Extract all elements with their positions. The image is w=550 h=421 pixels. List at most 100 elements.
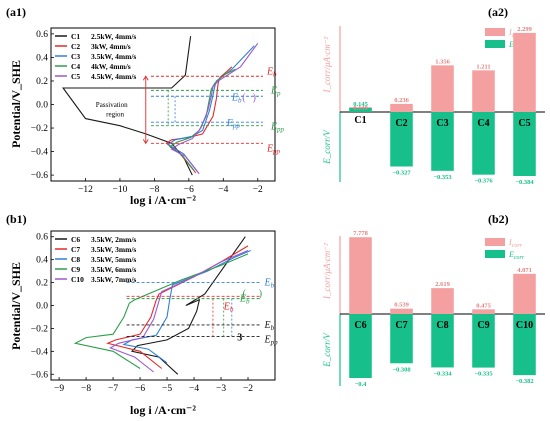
- bar-icorr-c2: [390, 103, 413, 112]
- y-tick-label: 0.6: [36, 233, 48, 243]
- eb-label: Eb: [266, 66, 277, 78]
- y-axis-label-b1: Potential/V_SHE: [9, 262, 23, 350]
- x-tick-label: −9: [54, 384, 64, 394]
- legend-name: C10: [71, 275, 84, 284]
- paren-close: ): [259, 289, 262, 300]
- epp-green-label: Epp: [270, 122, 285, 134]
- bar-icorr-c9: [472, 309, 495, 314]
- icorr-value-label: 0.539: [394, 302, 409, 309]
- epp-black-label: Epp: [264, 334, 279, 346]
- legend-label-icorr: Icorr: [508, 238, 523, 249]
- x-tick-label: −8: [149, 185, 159, 195]
- ecorr-value-label: −0.384: [515, 179, 534, 186]
- ecorr-value-label: −0.353: [433, 174, 452, 181]
- x-tick-label: −8: [81, 384, 91, 394]
- legend-name: C2: [71, 42, 80, 51]
- x-tick-label: −3: [216, 384, 226, 394]
- legend-name: C3: [71, 52, 80, 61]
- y-tick-label: 0.4: [36, 53, 48, 63]
- bar-ecorr-c3: [431, 112, 454, 171]
- category-label: C10: [516, 320, 533, 331]
- ecorr-value-label: −0.334: [433, 370, 452, 377]
- upper-axis-label: I_corr/μA·cm⁻²: [322, 243, 332, 300]
- y-tick-label: −0.2: [31, 124, 48, 134]
- bar-ecorr-c6: [349, 314, 372, 378]
- legend-detail: 3.5kW, 3mm/s: [91, 245, 136, 254]
- icorr-value-label: 2.619: [435, 281, 450, 288]
- category-label: C3: [436, 118, 448, 129]
- bar-ecorr-c5: [513, 112, 536, 176]
- paren-open: (: [243, 289, 247, 300]
- series-line-c5: [170, 42, 259, 175]
- eb-red-label: Eb: [223, 301, 234, 313]
- series-line-c2: [165, 66, 233, 174]
- legend-detail: 3.5kW, 4mm/s: [91, 52, 136, 61]
- x-tick-label: −5: [162, 384, 172, 394]
- x-tick-label: −6: [184, 185, 194, 195]
- bar-icorr-c8: [431, 288, 454, 314]
- icorr-value-label: 1.211: [476, 63, 490, 70]
- bar-ecorr-c2: [390, 112, 413, 167]
- bar-ecorr-c1: [349, 107, 372, 112]
- ecorr-value-label: −0.327: [392, 170, 411, 177]
- y-tick-label: −0.6: [31, 171, 48, 181]
- annotation-three: 3: [237, 332, 242, 343]
- legend-name: C8: [71, 255, 80, 264]
- legend-name: C1: [71, 32, 80, 41]
- icorr-value-label: 0.236: [394, 97, 409, 104]
- category-label: C2: [395, 118, 407, 129]
- y-axis-label-a1: Potential/V_SHE: [9, 60, 23, 148]
- legend-detail: 3.5kW, 5mm/s: [91, 255, 136, 264]
- series-line-c3: [167, 45, 255, 172]
- eb-blue-label: Eb: [231, 92, 242, 104]
- legend-detail: 3.5kW, 6mm/s: [91, 265, 136, 274]
- legend-label-ecorr: Ecorr: [508, 250, 525, 261]
- arrow-head-down: [142, 139, 149, 145]
- panel-label-a1: (a1): [6, 5, 26, 19]
- legend-swatch-icorr: [485, 28, 505, 36]
- series-line-c4: [168, 68, 236, 171]
- bar-ecorr-c7: [390, 314, 413, 364]
- passivation-label-2: region: [106, 110, 124, 118]
- lower-axis-label: E_corr/V: [322, 129, 332, 165]
- bar-icorr-c3: [431, 65, 454, 112]
- category-label: C4: [477, 118, 489, 129]
- series-line-c10: [109, 249, 249, 373]
- ecorr-value-label: −0.4: [355, 381, 368, 388]
- ecorr-value-label: −0.335: [474, 371, 493, 378]
- panel-label-b1: (b1): [6, 212, 27, 226]
- ecorr-value-label: −0.376: [474, 178, 493, 185]
- legend-detail: 3.5kW, 7mm/s: [91, 275, 136, 284]
- category-label: C1: [354, 115, 366, 126]
- bar-ecorr-c9: [472, 314, 495, 368]
- ecorr-value-label: −0.308: [392, 366, 411, 373]
- eb-green-label: Eb: [239, 294, 250, 306]
- y-tick-label: −0.4: [31, 347, 48, 357]
- legend-detail: 3kW, 4mm/s: [91, 42, 131, 51]
- legend-a1: C1 2.5kW, 4mm/s C2 3kW, 4mm/s C3 3.5kW, 4mm/s…: [55, 32, 136, 81]
- legend-swatch-ecorr: [485, 40, 505, 48]
- x-tick-label: −2: [253, 185, 263, 195]
- icorr-value-label: 2.299: [517, 26, 532, 33]
- legend-swatch-icorr: [485, 238, 505, 246]
- bar-icorr-c6: [349, 237, 372, 314]
- epp-blue-label: Epp: [226, 118, 241, 130]
- arrow-head-up: [142, 75, 149, 81]
- legend-detail: 4.5kW, 4mm/s: [91, 72, 136, 81]
- legend-detail: 4kW, 4mm/s: [91, 62, 131, 71]
- y-tick-label: 0.0: [36, 101, 48, 111]
- upper-axis-label: I_corr/μA·cm⁻²: [322, 37, 332, 94]
- legend-swatch-ecorr: [485, 250, 505, 258]
- eb-black-label: Eb: [264, 320, 275, 332]
- category-label: C9: [477, 320, 489, 331]
- bar-ecorr-c10: [513, 314, 536, 376]
- y-tick-label: 0.6: [36, 30, 48, 40]
- bar-ecorr-c8: [431, 314, 454, 368]
- legend-b1: C6 3.5kW, 2mm/s C7 3.5kW, 3mm/s C8 3.5kW, 5mm…: [55, 235, 136, 284]
- legend-name: C6: [71, 235, 80, 244]
- panel-a2: (a2) I_corr/μA·cm⁻²E_corr/VIcorrEcorr0.1…: [322, 5, 545, 186]
- y-tick-label: −0.6: [31, 370, 48, 380]
- icorr-value-label: 4.071: [517, 267, 532, 274]
- lower-axis-label: E_corr/V: [322, 332, 332, 368]
